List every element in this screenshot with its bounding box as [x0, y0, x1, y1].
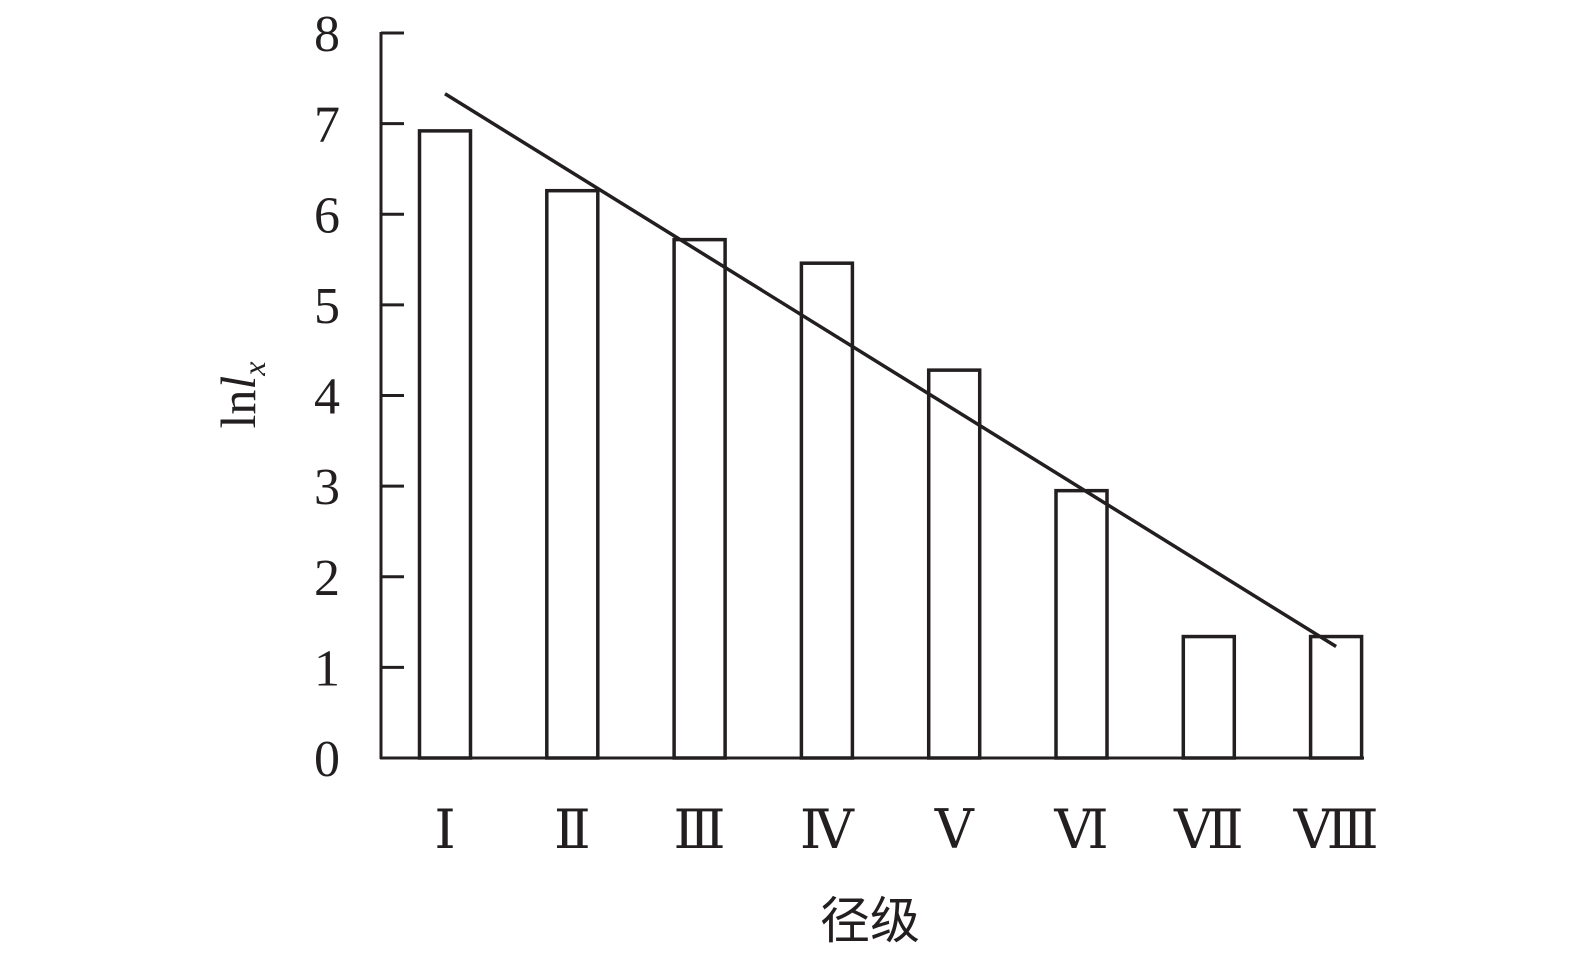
bar-1 [417, 129, 473, 760]
x-axis-label: 径级 [820, 892, 920, 950]
y-tick-label: 8 [314, 6, 340, 63]
y-tick-label: 6 [314, 187, 340, 244]
y-tick-label: 2 [314, 550, 340, 607]
y-tick-label: 4 [314, 369, 340, 426]
y-tick-label: 3 [314, 459, 340, 516]
bar-3 [672, 237, 727, 760]
bar-2 [545, 188, 600, 760]
x-tick-label: Ⅲ [674, 800, 726, 860]
x-tick-label: Ⅳ [800, 800, 855, 860]
bar-6 [1054, 488, 1109, 760]
y-axis-label: lnlx [210, 361, 272, 428]
bar-4 [799, 261, 855, 760]
y-tick-label: 0 [314, 731, 340, 788]
bar-8 [1308, 634, 1364, 760]
x-tick-label: Ⅴ [934, 800, 975, 860]
bar-7 [1181, 634, 1237, 760]
y-tick-label: 1 [314, 640, 340, 697]
y-tick-label: 5 [314, 278, 340, 335]
bar-5 [926, 368, 982, 760]
x-tick-label: Ⅰ [434, 800, 455, 860]
x-tick-label: Ⅷ [1293, 800, 1379, 860]
trend-line [444, 92, 1338, 649]
x-tick-label: Ⅵ [1053, 800, 1108, 860]
y-tick-label: 7 [314, 97, 340, 154]
x-tick-label: Ⅱ [554, 800, 591, 860]
x-tick-label: Ⅶ [1173, 800, 1244, 860]
